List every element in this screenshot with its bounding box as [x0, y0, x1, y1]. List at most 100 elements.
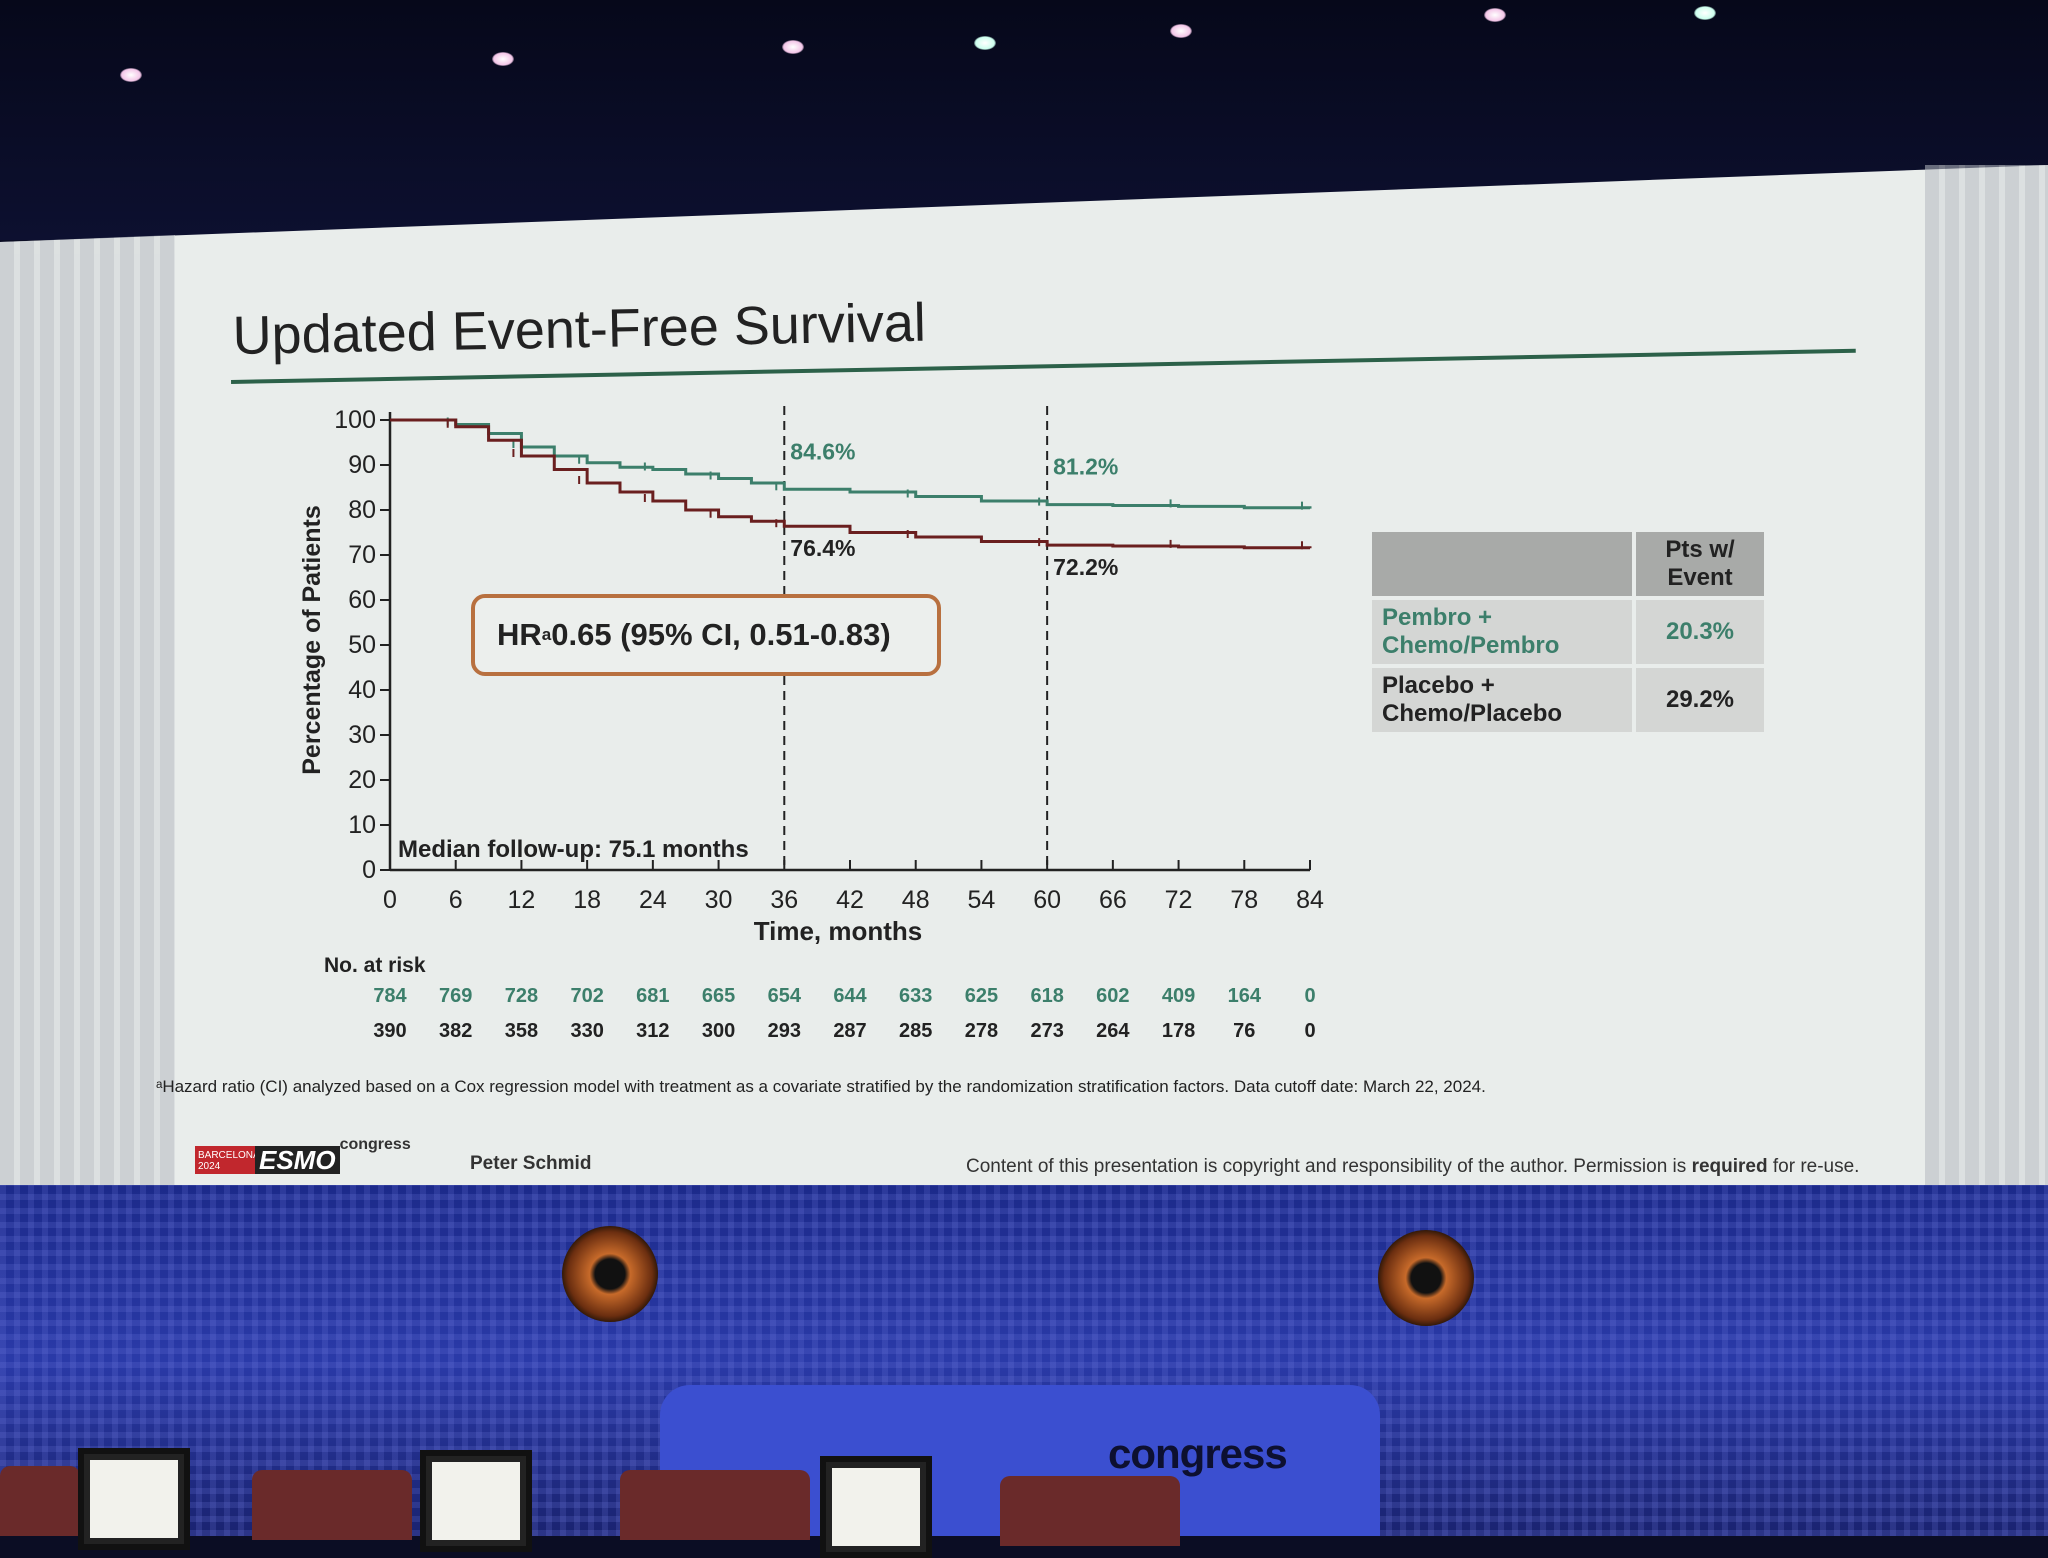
survival-annotation: 76.4% [790, 535, 855, 561]
header-pts-with-event: Pts w/ Event [1636, 532, 1764, 596]
at-risk-value: 784 [373, 985, 407, 1007]
hr-label: HR [497, 617, 542, 652]
y-tick-label: 20 [348, 766, 376, 794]
at-risk-value: 665 [702, 985, 735, 1007]
x-tick-label: 72 [1165, 886, 1193, 914]
stage-light [974, 36, 996, 50]
survival-annotation: 81.2% [1053, 454, 1118, 480]
at-risk-value: 278 [965, 1020, 998, 1042]
y-tick-label: 100 [334, 406, 376, 434]
stage-light [492, 52, 514, 66]
x-tick-label: 42 [836, 886, 864, 914]
at-risk-value: 390 [373, 1020, 406, 1042]
x-tick-label: 78 [1230, 886, 1258, 914]
y-tick-label: 40 [348, 676, 376, 704]
x-tick-label: 30 [705, 886, 733, 914]
row-label-placebo: Placebo + Chemo/Placebo [1372, 668, 1632, 732]
x-tick-label: 48 [902, 886, 930, 914]
stage-light [120, 68, 142, 82]
chair [252, 1470, 412, 1540]
at-risk-value: 312 [636, 1020, 669, 1042]
x-tick-label: 66 [1099, 886, 1127, 914]
at-risk-value: 0 [1304, 1020, 1315, 1042]
x-tick-label: 24 [639, 886, 667, 914]
copyright-notice: Content of this presentation is copyrigh… [966, 1156, 1859, 1178]
at-risk-value: 273 [1030, 1020, 1063, 1042]
y-tick-label: 80 [348, 496, 376, 524]
x-tick-label: 36 [770, 886, 798, 914]
plot-area: 0 10 20 30 40 50 60 70 80 90 100 0 6 12 18 24 30 36 42 48 54… [334, 406, 1324, 1042]
at-risk-value: 681 [636, 985, 669, 1007]
at-risk-value: 287 [833, 1020, 866, 1042]
x-tick-label: 18 [573, 886, 601, 914]
stage-light [1484, 8, 1506, 22]
at-risk-value: 702 [570, 985, 603, 1007]
x-axis-label: Time, months [754, 916, 923, 946]
hr-footnote-mark: a [541, 625, 552, 644]
km-chart: 0 10 20 30 40 50 60 70 80 90 100 0 6 12 18 24 30 36 42 48 54… [298, 406, 1324, 1042]
at-risk-value: 300 [702, 1020, 735, 1042]
podium-congress-text: congress [1108, 1430, 1288, 1477]
logo-city-year: BARCELONA 2024 [195, 1146, 260, 1174]
events-table-header: Pts w/ Event [1372, 532, 1764, 596]
stage-light [1170, 24, 1192, 38]
speaker-monitor [78, 1448, 190, 1550]
at-risk-value: 654 [768, 985, 802, 1007]
stage-light [1694, 6, 1716, 20]
at-risk-value: 644 [833, 985, 867, 1007]
x-tick-label: 60 [1033, 886, 1061, 914]
y-tick-label: 10 [348, 811, 376, 839]
x-tick-label: 54 [968, 886, 996, 914]
esmo-logo: BARCELONA 2024 ESMO congress [195, 1136, 411, 1174]
logo-word: ESMO [255, 1146, 340, 1174]
events-table: Pts w/ Event Pembro + Chemo/Pembro 20.3%… [1368, 528, 1768, 736]
footnote: ᵃHazard ratio (CI) analyzed based on a C… [156, 1077, 1486, 1096]
at-risk-value: 76 [1233, 1020, 1255, 1042]
at-risk-value: 633 [899, 985, 932, 1007]
copyright-text-end: for re-use. [1767, 1156, 1860, 1177]
x-tick-label: 6 [449, 886, 463, 914]
at-risk-value: 293 [768, 1020, 801, 1042]
stage-spotlight [562, 1226, 658, 1322]
at-risk-value: 618 [1030, 985, 1063, 1007]
chair [0, 1466, 80, 1536]
slide-decor-left [0, 235, 175, 1185]
y-tick-label: 90 [348, 451, 376, 479]
at-risk-value: 625 [965, 985, 998, 1007]
slide-decor-right [1925, 165, 2048, 1185]
at-risk-header: No. at risk [324, 954, 426, 977]
x-tick-label: 84 [1296, 886, 1324, 914]
hazard-ratio-box: HR a 0.65 (95% CI, 0.51-0.83) [471, 594, 941, 676]
y-tick-label: 70 [348, 541, 376, 569]
header-blank-cell [1372, 532, 1632, 596]
at-risk-value: 164 [1228, 985, 1262, 1007]
y-tick-label: 60 [348, 586, 376, 614]
at-risk-value: 409 [1162, 985, 1195, 1007]
curve-pembro [390, 418, 1312, 510]
survival-annotation: 72.2% [1053, 554, 1118, 580]
logo-congress: congress [339, 1136, 411, 1153]
at-risk-value: 264 [1096, 1020, 1130, 1042]
speaker-monitor [420, 1450, 532, 1552]
curve-placebo [390, 418, 1312, 550]
y-axis-label: Percentage of Patients [298, 505, 326, 775]
median-followup-label: Median follow-up: 75.1 months [398, 836, 749, 863]
presenter-name: Peter Schmid [470, 1153, 592, 1174]
y-tick-label: 30 [348, 721, 376, 749]
at-risk-value: 358 [505, 1020, 538, 1042]
x-tick-label: 0 [383, 886, 397, 914]
events-table-row: Pembro + Chemo/Pembro 20.3% [1372, 600, 1764, 664]
at-risk-value: 769 [439, 985, 472, 1007]
chair [1000, 1476, 1180, 1546]
logo-year: 2024 [198, 1161, 221, 1172]
copyright-bold: required [1691, 1156, 1768, 1177]
y-tick-label: 0 [362, 856, 376, 884]
at-risk-value: 285 [899, 1020, 932, 1042]
at-risk-value: 330 [570, 1020, 603, 1042]
y-tick-label: 50 [348, 631, 376, 659]
hr-value: 0.65 (95% CI, 0.51-0.83) [551, 617, 891, 652]
stage-light [782, 40, 804, 54]
logo-city: BARCELONA [198, 1150, 260, 1161]
survival-annotation: 84.6% [790, 438, 855, 464]
at-risk-value: 602 [1096, 985, 1129, 1007]
